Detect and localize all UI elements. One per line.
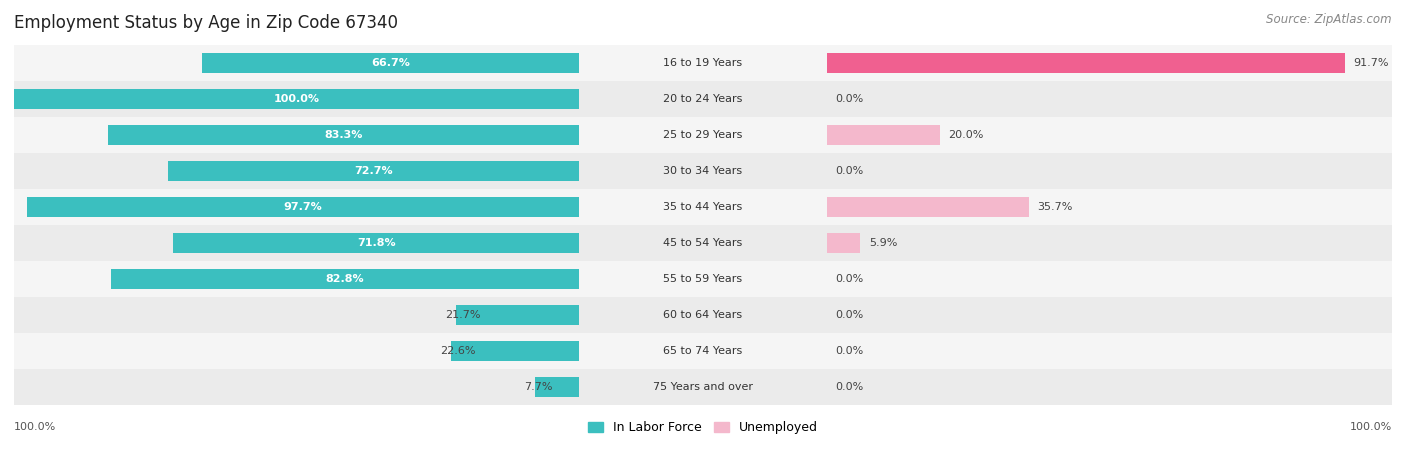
Text: 20 to 24 Years: 20 to 24 Years <box>664 94 742 104</box>
Text: 0.0%: 0.0% <box>835 310 863 320</box>
Bar <box>202 53 579 73</box>
Text: 5.9%: 5.9% <box>869 238 897 248</box>
Text: 66.7%: 66.7% <box>371 58 411 68</box>
Text: 30 to 34 Years: 30 to 34 Years <box>664 166 742 176</box>
Bar <box>0 369 862 405</box>
Bar <box>544 261 1406 297</box>
Text: 75 Years and over: 75 Years and over <box>652 382 754 392</box>
Bar <box>544 333 1406 369</box>
Bar <box>457 305 579 325</box>
Text: 35.7%: 35.7% <box>1038 202 1073 212</box>
Bar <box>0 261 862 297</box>
Bar <box>544 297 1406 333</box>
Text: 65 to 74 Years: 65 to 74 Years <box>664 346 742 356</box>
Text: 0.0%: 0.0% <box>835 346 863 356</box>
Text: 35 to 44 Years: 35 to 44 Years <box>664 202 742 212</box>
Text: 25 to 29 Years: 25 to 29 Years <box>664 130 742 140</box>
Text: 82.8%: 82.8% <box>326 274 364 284</box>
Bar <box>544 225 1406 261</box>
Bar <box>173 233 579 253</box>
Text: 97.7%: 97.7% <box>284 202 322 212</box>
Bar <box>27 197 579 217</box>
Text: 55 to 59 Years: 55 to 59 Years <box>664 274 742 284</box>
Bar <box>0 225 862 261</box>
Text: 100.0%: 100.0% <box>14 422 56 432</box>
Text: 0.0%: 0.0% <box>835 382 863 392</box>
Text: 60 to 64 Years: 60 to 64 Years <box>664 310 742 320</box>
Bar <box>108 125 579 145</box>
Bar <box>0 297 862 333</box>
Text: 0.0%: 0.0% <box>835 274 863 284</box>
Bar <box>0 225 1406 261</box>
Text: 71.8%: 71.8% <box>357 238 395 248</box>
Bar <box>536 377 579 397</box>
Bar <box>0 333 862 369</box>
Text: 100.0%: 100.0% <box>274 94 319 104</box>
Bar <box>544 117 1406 153</box>
Text: 91.7%: 91.7% <box>1354 58 1389 68</box>
Bar <box>0 153 1406 189</box>
Bar <box>544 81 1406 117</box>
Text: Source: ZipAtlas.com: Source: ZipAtlas.com <box>1267 14 1392 27</box>
Bar <box>111 269 579 289</box>
Text: 20.0%: 20.0% <box>949 130 984 140</box>
Bar <box>0 189 862 225</box>
Bar <box>0 81 1406 117</box>
Text: 100.0%: 100.0% <box>1350 422 1392 432</box>
Bar <box>544 45 1406 81</box>
Bar <box>14 89 579 109</box>
Text: 0.0%: 0.0% <box>835 166 863 176</box>
Text: 16 to 19 Years: 16 to 19 Years <box>664 58 742 68</box>
Text: 22.6%: 22.6% <box>440 346 475 356</box>
Bar <box>0 45 862 81</box>
Bar <box>0 81 862 117</box>
Bar <box>0 369 1406 405</box>
Bar <box>544 369 1406 405</box>
Bar <box>827 233 860 253</box>
Bar <box>827 197 1029 217</box>
Bar <box>0 45 1406 81</box>
Bar <box>451 341 579 361</box>
Bar <box>0 297 1406 333</box>
Text: Employment Status by Age in Zip Code 67340: Employment Status by Age in Zip Code 673… <box>14 14 398 32</box>
Bar <box>169 161 579 181</box>
Text: 7.7%: 7.7% <box>524 382 553 392</box>
Bar <box>827 125 941 145</box>
Bar <box>0 117 1406 153</box>
Legend: In Labor Force, Unemployed: In Labor Force, Unemployed <box>583 416 823 439</box>
Bar <box>544 153 1406 189</box>
Text: 21.7%: 21.7% <box>446 310 481 320</box>
Bar <box>0 261 1406 297</box>
Bar <box>0 153 862 189</box>
Bar <box>0 117 862 153</box>
Text: 72.7%: 72.7% <box>354 166 392 176</box>
Bar <box>0 189 1406 225</box>
Bar <box>827 53 1346 73</box>
Bar <box>544 189 1406 225</box>
Text: 83.3%: 83.3% <box>325 130 363 140</box>
Text: 45 to 54 Years: 45 to 54 Years <box>664 238 742 248</box>
Text: 0.0%: 0.0% <box>835 94 863 104</box>
Bar <box>0 333 1406 369</box>
